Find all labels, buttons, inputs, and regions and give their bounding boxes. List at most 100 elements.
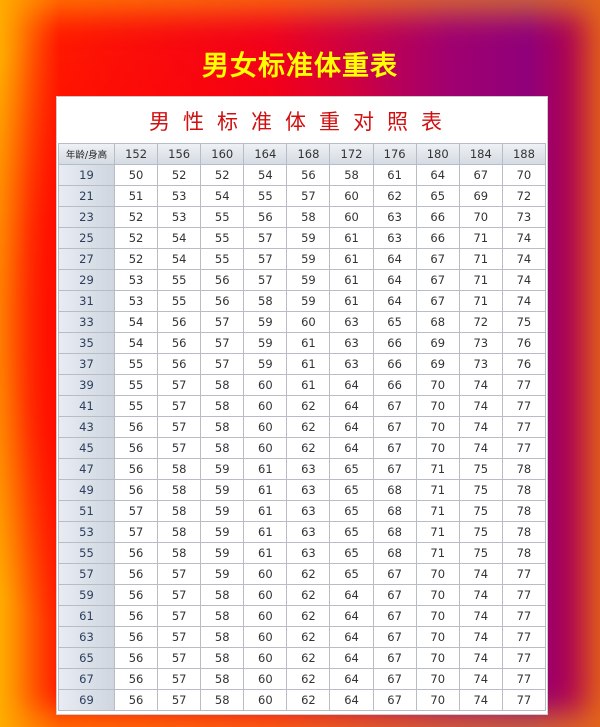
weight-cell: 59 [287,249,330,269]
weight-cell: 60 [330,207,373,227]
weight-cell: 58 [158,480,201,500]
weight-cell: 62 [287,438,330,458]
weight-cell: 58 [201,690,244,710]
weight-cell: 59 [244,312,287,332]
weight-cell: 56 [201,291,244,311]
height-header: 152 [115,144,158,164]
table-row: 55 56 58 59 61 63 65 68 71 75 78 [59,543,545,563]
weight-cell: 57 [201,333,244,353]
weight-cell: 54 [244,165,287,185]
weight-table-panel: 男性标准体重对照表 年龄/身高 152 156 160 164 168 172 176 180… [56,96,548,715]
weight-cell: 74 [459,627,502,647]
weight-cell: 58 [287,207,330,227]
weight-cell: 70 [416,375,459,395]
weight-cell: 57 [158,375,201,395]
age-cell: 65 [59,648,114,668]
weight-cell: 62 [287,417,330,437]
weight-cell: 77 [502,669,545,689]
weight-cell: 65 [330,480,373,500]
weight-cell: 70 [416,669,459,689]
weight-cell: 58 [201,648,244,668]
weight-cell: 58 [201,417,244,437]
weight-cell: 61 [287,354,330,374]
weight-cell: 67 [416,291,459,311]
weight-cell: 57 [244,228,287,248]
height-header: 164 [244,144,287,164]
age-cell: 29 [59,270,114,290]
weight-cell: 62 [287,690,330,710]
height-header: 160 [201,144,244,164]
weight-cell: 58 [158,501,201,521]
weight-cell: 57 [158,417,201,437]
weight-cell: 74 [459,648,502,668]
weight-cell: 75 [459,543,502,563]
weight-cell: 62 [287,585,330,605]
weight-cell: 70 [502,165,545,185]
weight-cell: 65 [330,459,373,479]
weight-cell: 61 [244,480,287,500]
weight-cell: 70 [416,564,459,584]
weight-table: 年龄/身高 152 156 160 164 168 172 176 180 184 188 19 5… [58,143,546,711]
height-header: 176 [373,144,416,164]
weight-cell: 71 [459,249,502,269]
weight-cell: 66 [373,375,416,395]
weight-cell: 53 [115,291,158,311]
weight-cell: 64 [330,438,373,458]
weight-cell: 67 [373,396,416,416]
page-title: 男女标准体重表 [202,51,398,82]
weight-cell: 61 [244,543,287,563]
weight-cell: 58 [158,459,201,479]
weight-cell: 64 [330,648,373,668]
weight-cell: 60 [244,648,287,668]
weight-cell: 64 [330,669,373,689]
weight-cell: 61 [287,333,330,353]
table-row: 67 56 57 58 60 62 64 67 70 74 77 [59,669,545,689]
weight-cell: 68 [416,312,459,332]
weight-cell: 68 [373,501,416,521]
weight-cell: 66 [373,354,416,374]
weight-cell: 63 [287,501,330,521]
table-row: 35 54 56 57 59 61 63 66 69 73 76 [59,333,545,353]
weight-cell: 59 [287,291,330,311]
table-row: 59 56 57 58 60 62 64 67 70 74 77 [59,585,545,605]
weight-cell: 64 [330,690,373,710]
weight-cell: 59 [201,543,244,563]
weight-cell: 61 [330,270,373,290]
weight-cell: 71 [459,228,502,248]
weight-cell: 61 [244,501,287,521]
weight-cell: 74 [502,270,545,290]
weight-cell: 57 [115,501,158,521]
weight-cell: 66 [416,207,459,227]
weight-cell: 52 [158,165,201,185]
weight-cell: 58 [201,585,244,605]
weight-cell: 75 [502,312,545,332]
weight-cell: 67 [373,690,416,710]
weight-cell: 75 [459,522,502,542]
weight-cell: 60 [244,396,287,416]
weight-cell: 74 [502,228,545,248]
weight-cell: 74 [459,606,502,626]
weight-cell: 76 [502,354,545,374]
table-row: 27 52 54 55 57 59 61 64 67 71 74 [59,249,545,269]
weight-cell: 55 [158,291,201,311]
weight-cell: 72 [502,186,545,206]
weight-cell: 67 [373,648,416,668]
table-row: 21 51 53 54 55 57 60 62 65 69 72 [59,186,545,206]
weight-cell: 69 [416,333,459,353]
weight-cell: 59 [244,354,287,374]
weight-cell: 60 [244,669,287,689]
weight-cell: 60 [244,690,287,710]
weight-cell: 58 [201,669,244,689]
weight-cell: 78 [502,459,545,479]
weight-cell: 64 [330,396,373,416]
weight-cell: 78 [502,501,545,521]
age-cell: 23 [59,207,114,227]
weight-cell: 77 [502,375,545,395]
weight-cell: 55 [201,249,244,269]
weight-cell: 57 [158,564,201,584]
weight-cell: 56 [244,207,287,227]
weight-cell: 74 [459,438,502,458]
table-row: 25 52 54 55 57 59 61 63 66 71 74 [59,228,545,248]
weight-cell: 55 [244,186,287,206]
weight-cell: 77 [502,396,545,416]
